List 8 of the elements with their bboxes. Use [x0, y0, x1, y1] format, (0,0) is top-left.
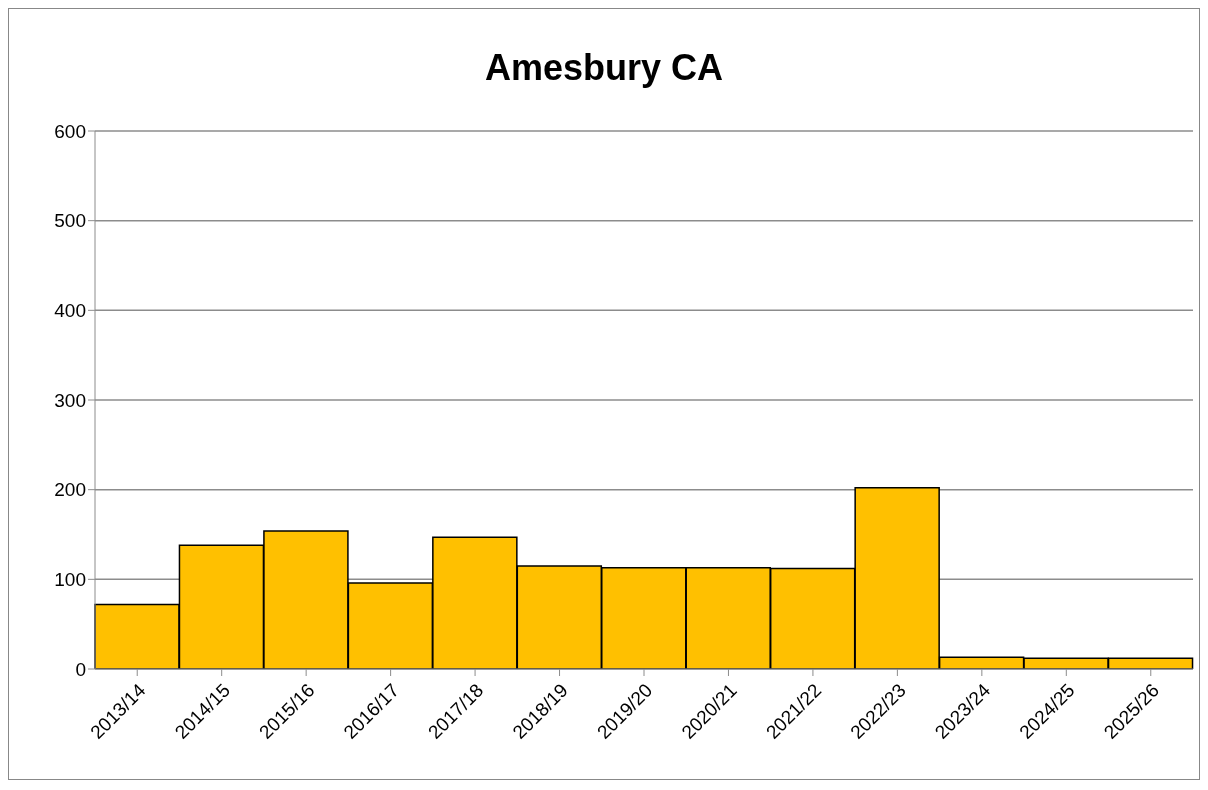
- y-tick-label: 300: [54, 389, 86, 411]
- y-tick-label: 400: [54, 300, 86, 322]
- y-tick-label: 200: [54, 479, 86, 501]
- y-tick-label: 600: [54, 120, 86, 142]
- y-tick-label: 100: [54, 569, 86, 591]
- chart-title: Amesbury CA: [483, 46, 725, 90]
- y-tick-label: 500: [54, 210, 86, 232]
- y-tick-label: 0: [75, 658, 86, 680]
